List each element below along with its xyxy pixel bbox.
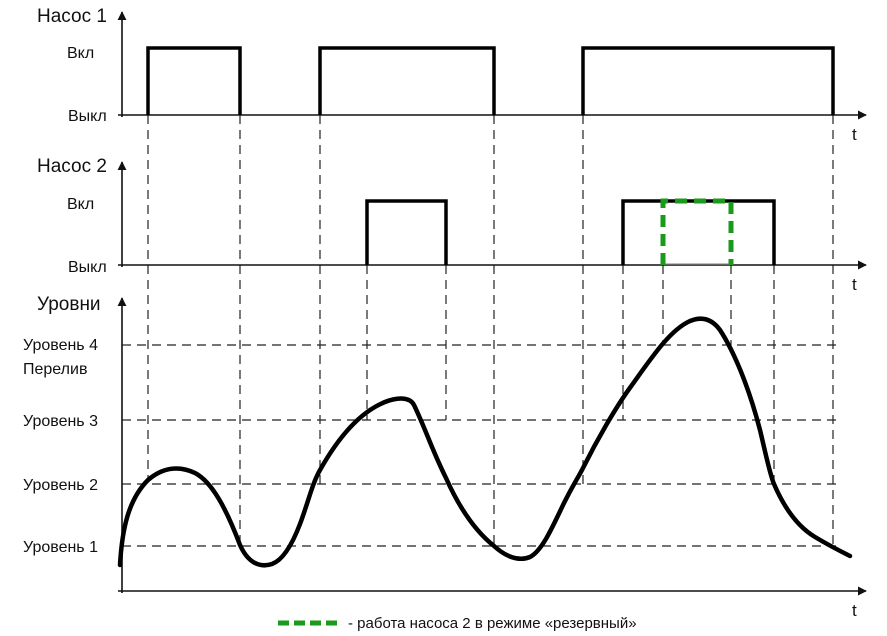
reserve-mode-pulse [660, 198, 734, 265]
pump2-chart: Насос 2 Вкл Выкл t [37, 156, 867, 294]
pump1-off-label: Выкл [68, 108, 107, 125]
overflow-label: Перелив [23, 361, 87, 378]
pump2-title: Насос 2 [37, 156, 107, 177]
pump2-off-label: Выкл [68, 259, 107, 276]
level2-label: Уровень 2 [23, 477, 98, 494]
pump1-on-label: Вкл [67, 45, 94, 62]
levels-title: Уровни [37, 294, 101, 315]
level1-label: Уровень 1 [23, 539, 98, 556]
pump1-t-label: t [852, 125, 857, 144]
level4-label: Уровень 4 [23, 337, 98, 354]
levels-t-label: t [852, 601, 857, 620]
pump1-chart: Насос 1 Вкл Выкл t [37, 6, 867, 144]
pump2-t-label: t [852, 275, 857, 294]
pump2-pulse [365, 199, 448, 265]
legend-text: - работа насоса 2 в режиме «резервный» [348, 615, 637, 632]
legend: - работа насоса 2 в режиме «резервный» [278, 615, 637, 632]
pump2-on-label: Вкл [67, 196, 94, 213]
vertical-guide-lines [147, 115, 834, 546]
pump1-title: Насос 1 [37, 6, 107, 27]
pump1-pulse [581, 46, 835, 115]
pump1-pulse [146, 46, 242, 115]
pump1-pulse [318, 46, 496, 115]
level-curve [117, 316, 853, 568]
level3-label: Уровень 3 [23, 413, 98, 430]
pump2-pulse [621, 199, 776, 265]
levels-chart: Уровни t Уровень 4 Перелив Уровень 3 Уро… [23, 294, 867, 620]
